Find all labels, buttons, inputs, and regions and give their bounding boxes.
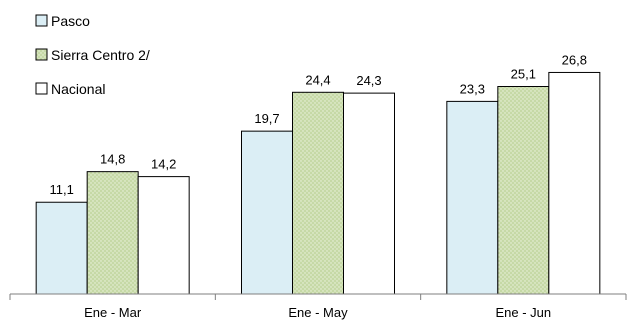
bar-1-3 [446,100,499,295]
legend-label: Nacional [51,81,105,97]
data-labels-group: 11,1 14,8 14,2 19,7 24,4 24,3 23,3 25,1 26,8 [49,52,586,197]
legend: Pasco Sierra Centro 2/Nacional [35,13,150,97]
legend-swatch [35,14,48,27]
x-tick-label: Ene - Jun [496,305,552,320]
bar-3-3 [548,71,601,295]
legend-swatch [35,48,48,61]
data-label: 11,1 [49,182,73,197]
bar-2-1 [86,171,139,295]
data-label: 14,2 [151,157,176,172]
bar-1-2 [241,130,293,295]
x-axis: Ene - Mar Ene - May Ene - Jun [9,293,627,320]
x-tick-label: Ene - May [288,305,348,320]
legend-label: Sierra Centro 2/ [51,47,150,63]
bar-1-1 [35,201,88,295]
data-label: 14,8 [100,152,125,167]
data-label: 24,3 [356,73,381,88]
bar-2-3 [497,86,550,295]
bar-3-1 [137,176,190,295]
data-label: 26,8 [562,52,587,67]
legend-swatch [35,82,48,95]
data-label: 23,3 [460,81,485,96]
data-label: 25,1 [511,67,536,82]
x-tick-label: Ene - Mar [84,305,142,320]
bars-group [35,71,601,295]
bar-2-2 [292,91,344,295]
data-label: 19,7 [254,111,279,126]
legend-label: Pasco [51,13,90,29]
data-label: 24,4 [305,72,330,87]
bar-3-2 [343,92,395,295]
